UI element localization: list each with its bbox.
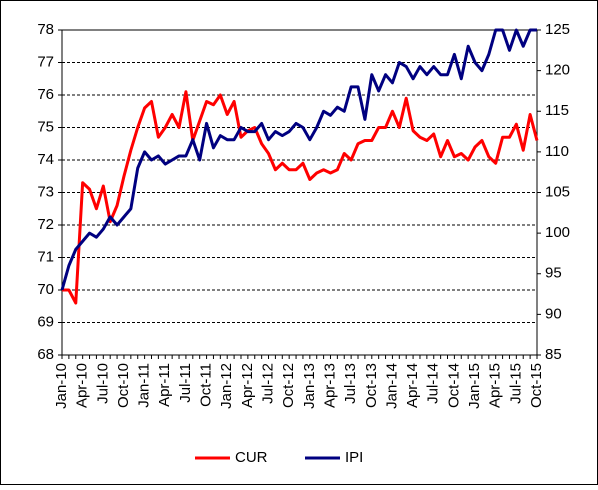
- y-tick-label: 72: [37, 216, 54, 233]
- y-tick-label: 74: [37, 151, 54, 168]
- x-tick-label: Jul-15: [507, 363, 524, 404]
- x-tick-label: Jul-12: [259, 363, 276, 404]
- y2-tick-label: 90: [545, 305, 562, 322]
- legend-label: IPI: [345, 449, 363, 466]
- x-tick-label: Jan-14: [383, 363, 400, 409]
- y2-tick-label: 95: [545, 265, 562, 282]
- legend-label: CUR: [235, 449, 268, 466]
- x-tick-label: Oct-15: [528, 363, 545, 408]
- y-tick-label: 75: [37, 118, 54, 135]
- y2-tick-label: 85: [545, 346, 562, 363]
- y-tick-label: 77: [37, 53, 54, 70]
- x-tick-label: Jan-12: [218, 363, 235, 409]
- x-tick-label: Jul-14: [425, 363, 442, 404]
- x-tick-label: Jan-15: [466, 363, 483, 409]
- y-tick-label: 73: [37, 183, 54, 200]
- x-tick-label: Oct-12: [280, 363, 297, 408]
- y2-tick-label: 105: [545, 183, 570, 200]
- x-tick-label: Apr-14: [404, 363, 421, 408]
- x-tick-label: Apr-13: [321, 363, 338, 408]
- y-tick-label: 71: [37, 248, 54, 265]
- y-tick-label: 68: [37, 346, 54, 363]
- x-tick-label: Oct-14: [445, 363, 462, 408]
- x-tick-label: Jul-10: [94, 363, 111, 404]
- y-tick-label: 78: [37, 21, 54, 38]
- y-tick-label: 70: [37, 281, 54, 298]
- x-tick-label: Apr-15: [487, 363, 504, 408]
- x-tick-label: Jan-10: [53, 363, 70, 409]
- x-tick-label: Jul-11: [177, 363, 194, 403]
- x-tick-label: Jan-11: [136, 363, 153, 408]
- x-tick-label: Jan-13: [301, 363, 318, 409]
- x-tick-label: Apr-12: [239, 363, 256, 408]
- data-line: [62, 90, 539, 305]
- y-tick-label: 76: [37, 86, 54, 103]
- y2-tick-label: 120: [545, 62, 570, 79]
- y-tick-label: 69: [37, 313, 54, 330]
- data-line: [60, 28, 537, 291]
- x-tick-label: Apr-10: [74, 363, 91, 408]
- x-tick-label: Jul-13: [342, 363, 359, 404]
- y2-tick-label: 125: [545, 21, 570, 38]
- x-tick-label: Apr-11: [156, 363, 173, 407]
- y2-tick-label: 110: [545, 143, 569, 160]
- x-tick-label: Oct-11: [198, 363, 215, 407]
- y2-tick-label: 115: [545, 102, 569, 119]
- x-tick-label: Oct-10: [115, 363, 132, 408]
- x-tick-label: Oct-13: [363, 363, 380, 408]
- y2-tick-label: 100: [545, 224, 570, 241]
